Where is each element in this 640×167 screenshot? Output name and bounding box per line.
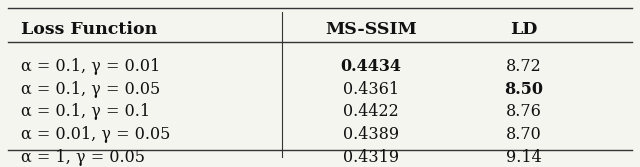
- Text: 0.4389: 0.4389: [343, 126, 399, 143]
- Text: 8.76: 8.76: [506, 103, 542, 120]
- Text: 9.14: 9.14: [506, 149, 542, 166]
- Text: α = 0.1, γ = 0.01: α = 0.1, γ = 0.01: [20, 58, 160, 75]
- Text: MS-SSIM: MS-SSIM: [325, 21, 417, 38]
- Text: α = 0.1, γ = 0.05: α = 0.1, γ = 0.05: [20, 81, 160, 98]
- Text: 0.4422: 0.4422: [343, 103, 399, 120]
- Text: α = 0.01, γ = 0.05: α = 0.01, γ = 0.05: [20, 126, 170, 143]
- Text: 8.50: 8.50: [504, 81, 543, 98]
- Text: 8.72: 8.72: [506, 58, 542, 75]
- Text: 0.4361: 0.4361: [343, 81, 399, 98]
- Text: LD: LD: [510, 21, 538, 38]
- Text: α = 1, γ = 0.05: α = 1, γ = 0.05: [20, 149, 145, 166]
- Text: Loss Function: Loss Function: [20, 21, 157, 38]
- Text: α = 0.1, γ = 0.1: α = 0.1, γ = 0.1: [20, 103, 150, 120]
- Text: 8.70: 8.70: [506, 126, 542, 143]
- Text: 0.4434: 0.4434: [340, 58, 401, 75]
- Text: 0.4319: 0.4319: [343, 149, 399, 166]
